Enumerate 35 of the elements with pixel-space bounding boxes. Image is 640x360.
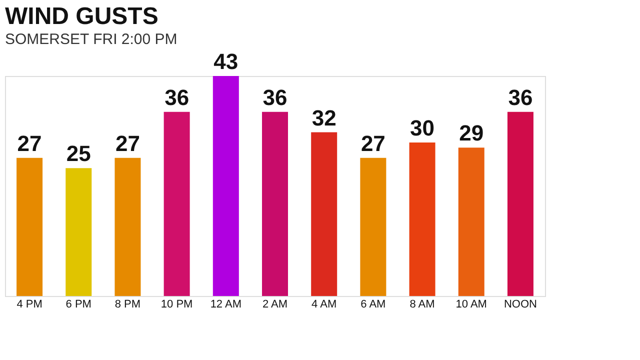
data-label: 32 [312, 105, 336, 130]
data-label: 27 [17, 130, 42, 156]
bar [507, 112, 534, 296]
x-tick-label: 6 AM [360, 298, 386, 310]
bar [66, 168, 92, 296]
bar [311, 132, 338, 296]
data-label: 36 [164, 84, 190, 110]
bar [16, 158, 43, 296]
data-label: 27 [115, 130, 140, 156]
bar [458, 148, 484, 296]
data-label: 29 [459, 120, 484, 146]
x-tick-label: 6 PM [66, 298, 92, 310]
data-label: 36 [262, 84, 288, 110]
bar [212, 76, 239, 296]
x-tick-label: 8 AM [410, 298, 435, 310]
x-tick-label: 12 AM [210, 298, 242, 310]
data-label: 30 [410, 116, 435, 141]
x-tick-label: 10 AM [456, 298, 487, 310]
x-tick-label: 8 PM [114, 298, 141, 310]
x-tick-label: 2 AM [262, 298, 288, 310]
data-label: 36 [508, 84, 533, 110]
x-tick-label: 4 AM [312, 298, 337, 310]
data-label: 43 [214, 49, 238, 74]
data-label: 27 [360, 130, 386, 156]
x-tick-label: NOON [504, 298, 538, 310]
x-tick-label: 10 PM [160, 298, 193, 310]
bar [409, 142, 436, 296]
chart-subtitle: SOMERSET FRI 2:00 PM [5, 31, 178, 48]
bar [164, 112, 190, 296]
x-tick-label: 4 PM [16, 298, 42, 310]
bar [114, 158, 141, 296]
bar [360, 158, 386, 296]
chart-title: WIND GUSTS [5, 3, 158, 30]
data-label: 25 [66, 141, 91, 166]
bar [262, 112, 288, 296]
